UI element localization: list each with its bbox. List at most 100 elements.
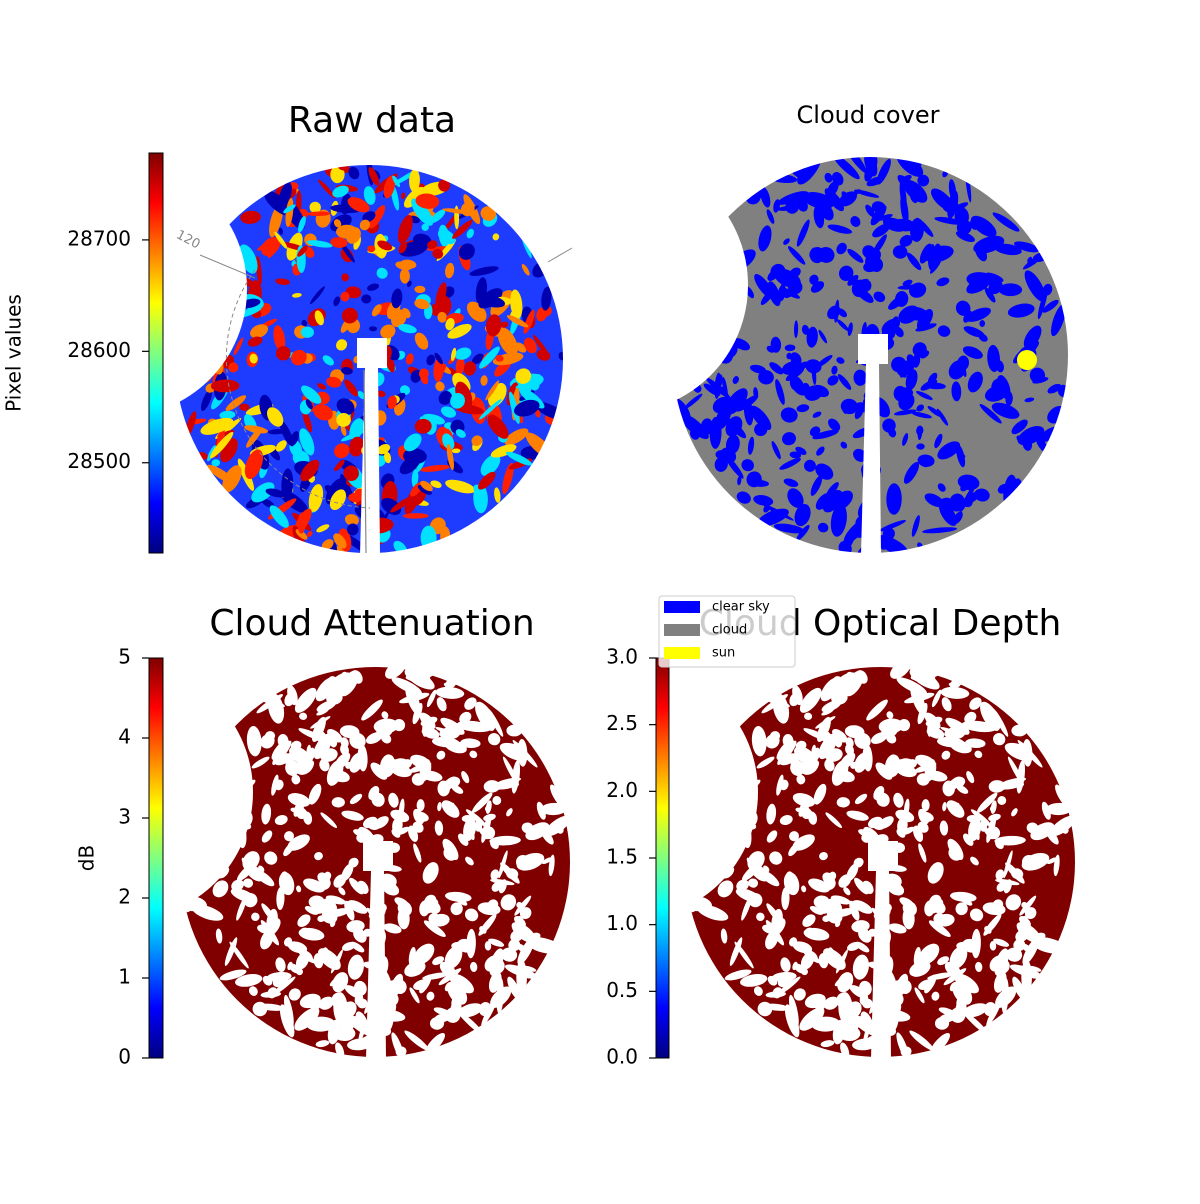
image-blob xyxy=(868,961,882,970)
image-blob xyxy=(231,879,244,892)
image-blob xyxy=(866,699,888,721)
image-blob xyxy=(409,987,420,1004)
image-blob xyxy=(871,818,886,831)
image-blob xyxy=(291,293,302,298)
image-blob xyxy=(514,895,532,916)
image-blob xyxy=(349,418,364,440)
image-blob xyxy=(749,188,765,200)
image-blob xyxy=(442,433,455,450)
image-blob xyxy=(410,369,422,383)
image-blob xyxy=(344,379,358,397)
image-blob xyxy=(480,375,488,386)
image-blob xyxy=(349,436,365,457)
image-blob xyxy=(899,758,916,768)
image-blob xyxy=(347,523,359,536)
image-blob xyxy=(807,950,818,962)
image-blob xyxy=(692,806,699,844)
image-blob xyxy=(942,169,949,178)
image-blob xyxy=(313,1023,321,1031)
image-blob xyxy=(709,416,722,449)
image-blob xyxy=(816,901,826,913)
image-blob xyxy=(426,991,435,1001)
image-blob xyxy=(792,685,803,706)
image-blob xyxy=(415,193,440,209)
image-blob xyxy=(816,446,825,456)
image-blob xyxy=(330,237,348,248)
image-blob xyxy=(274,753,293,766)
image-blob xyxy=(843,887,851,896)
image-blob xyxy=(845,737,854,748)
image-blob xyxy=(1011,724,1028,737)
image-blob xyxy=(793,320,799,338)
image-blob xyxy=(1039,426,1062,442)
image-blob xyxy=(922,527,958,534)
image-blob xyxy=(912,353,921,368)
image-blob xyxy=(732,376,739,384)
image-blob xyxy=(550,784,566,809)
image-blob xyxy=(239,403,250,411)
image-blob xyxy=(478,471,496,490)
image-blob xyxy=(281,468,294,500)
image-blob xyxy=(363,961,377,970)
image-blob xyxy=(194,365,205,381)
image-blob xyxy=(464,908,479,922)
image-blob xyxy=(857,538,876,554)
image-blob xyxy=(895,809,915,823)
image-blob xyxy=(313,733,333,760)
image-blob xyxy=(869,342,877,349)
image-blob xyxy=(260,920,280,946)
image-blob xyxy=(919,811,934,822)
image-blob xyxy=(224,937,238,966)
image-blob xyxy=(430,209,446,223)
image-blob xyxy=(508,939,521,952)
image-blob xyxy=(918,943,940,965)
image-blob xyxy=(949,946,968,969)
image-blob xyxy=(772,987,783,999)
image-blob xyxy=(251,912,260,922)
image-blob xyxy=(274,231,288,249)
image-blob xyxy=(966,771,975,784)
image-blob xyxy=(844,670,864,697)
image-blob xyxy=(779,753,798,766)
image-blob xyxy=(434,352,443,365)
image-blob xyxy=(803,382,810,390)
image-blob xyxy=(893,792,904,808)
image-blob xyxy=(187,806,194,844)
image-blob xyxy=(367,1022,392,1037)
image-blob xyxy=(327,728,343,743)
image-blob xyxy=(770,263,786,279)
image-blob xyxy=(181,861,187,869)
image-blob xyxy=(890,660,911,679)
image-blob xyxy=(914,987,925,1004)
image-blob xyxy=(413,843,422,863)
image-blob xyxy=(708,311,719,322)
image-blob xyxy=(308,783,322,805)
colorbar-tick-label: 2.0 xyxy=(606,778,638,802)
image-blob xyxy=(967,371,983,393)
image-blob xyxy=(779,457,801,470)
image-blob xyxy=(514,342,527,353)
image-blob xyxy=(274,815,288,826)
image-blob xyxy=(938,1007,957,1017)
image-blob xyxy=(521,235,532,259)
image-blob xyxy=(854,877,869,895)
image-blob xyxy=(671,345,704,355)
image-blob xyxy=(180,843,197,860)
image-blob xyxy=(779,815,793,826)
image-blob xyxy=(330,949,343,974)
image-blob xyxy=(990,800,997,814)
image-blob xyxy=(1027,965,1042,972)
image-blob xyxy=(993,733,1006,746)
image-blob xyxy=(220,265,245,282)
image-blob xyxy=(721,275,731,284)
image-blob xyxy=(1023,325,1042,349)
image-blob xyxy=(714,456,728,472)
image-blob xyxy=(371,304,382,317)
image-blob xyxy=(353,355,361,364)
image-blob xyxy=(451,448,461,454)
image-blob xyxy=(395,261,412,271)
image-blob xyxy=(859,349,871,364)
image-blob xyxy=(498,879,507,894)
